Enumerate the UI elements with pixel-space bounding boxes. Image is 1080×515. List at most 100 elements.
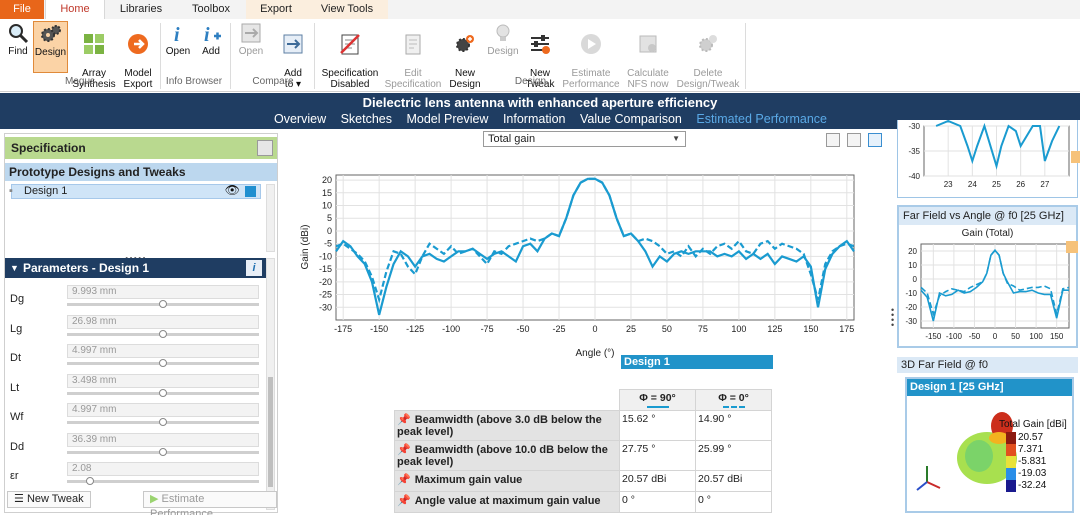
find-button[interactable]: Find bbox=[4, 21, 32, 57]
row-label-text: Maximum gain value bbox=[414, 474, 523, 486]
pin-icon[interactable]: 📌 bbox=[397, 414, 411, 426]
nav-information[interactable]: Information bbox=[502, 112, 566, 126]
ribbon-tab-bar: File Home Libraries Toolbox Export View … bbox=[0, 0, 1080, 20]
tab-export[interactable]: Export bbox=[246, 0, 306, 19]
group-design: Design bbox=[514, 76, 547, 87]
nav-sketches[interactable]: Sketches bbox=[340, 112, 392, 126]
prototype-scrollbar[interactable] bbox=[266, 184, 275, 252]
parameters-scrollbar[interactable] bbox=[266, 258, 275, 510]
parameter-row: εr 2.08 bbox=[5, 459, 267, 491]
3d-far-field-thumbnail[interactable]: Design 1 [25 GHz] Total Gain [dBi] 20.57 bbox=[905, 377, 1074, 513]
colorbar-value: 7.371 bbox=[1018, 444, 1043, 455]
calculate-nfs-button[interactable]: Calculate NFS now bbox=[625, 21, 671, 90]
array-synthesis-button[interactable]: Array Synthesis bbox=[72, 21, 116, 90]
parameter-value-field[interactable]: 36.39 mm bbox=[67, 432, 259, 447]
compare-open-button[interactable]: Open bbox=[236, 21, 266, 57]
nav-value-comparison[interactable]: Value Comparison bbox=[579, 112, 682, 126]
cell-value: 14.90 ° bbox=[695, 410, 772, 441]
parameter-slider-thumb[interactable] bbox=[86, 477, 95, 485]
y-tick-label: 20 bbox=[908, 247, 917, 256]
tab-view-tools[interactable]: View Tools bbox=[306, 0, 388, 19]
column-header-phi0: Φ = 0° bbox=[695, 389, 772, 411]
specification-header[interactable]: Specification bbox=[5, 137, 277, 159]
colorbar-swatch bbox=[1006, 480, 1016, 492]
design-list-item[interactable]: ▪ Design 1 👁 bbox=[9, 183, 261, 199]
x-axis-title: Angle (°) bbox=[575, 348, 614, 359]
new-tweak-button[interactable]: New Tweak bbox=[523, 21, 557, 90]
parameter-slider-thumb[interactable] bbox=[159, 329, 167, 338]
pin-icon[interactable]: 📌 bbox=[397, 444, 411, 456]
parameter-slider-thumb[interactable] bbox=[159, 359, 167, 367]
nav-estimated-performance[interactable]: Estimated Performance bbox=[696, 112, 827, 126]
info-add-button[interactable]: i Add bbox=[198, 21, 224, 57]
x-tick-label: 100 bbox=[1029, 332, 1043, 341]
collapse-triangle-icon[interactable]: ▼ bbox=[10, 263, 19, 273]
nav-model-preview[interactable]: Model Preview bbox=[406, 112, 489, 126]
parameter-value-field[interactable]: 4.997 mm bbox=[67, 344, 259, 358]
parameter-slider-thumb[interactable] bbox=[159, 388, 167, 397]
parameters-header[interactable]: ▼ Parameters - Design 1 i bbox=[5, 258, 267, 278]
colorbar-value: 20.57 bbox=[1018, 432, 1043, 443]
estimate-performance-panel-button[interactable]: ▶ Estimate Performance bbox=[143, 491, 277, 515]
view-table-icon[interactable] bbox=[847, 133, 861, 147]
pin-icon[interactable]: 📌 bbox=[397, 495, 411, 507]
x-tick-label: 175 bbox=[839, 324, 854, 334]
delete-design-tweak-button[interactable]: Delete Design/Tweak bbox=[675, 21, 741, 90]
new-tweak-panel-button[interactable]: ☰ New Tweak bbox=[7, 491, 91, 508]
edit-specification-button[interactable]: Edit Specification bbox=[383, 21, 443, 90]
estimate-performance-ribbon-button[interactable]: Estimate Performance bbox=[561, 21, 621, 90]
eye-icon[interactable]: 👁 bbox=[224, 183, 240, 197]
column-header-phi90: Φ = 90° bbox=[619, 389, 696, 411]
pin-tab-icon[interactable] bbox=[1071, 151, 1080, 163]
parameter-value-field[interactable]: 3.498 mm bbox=[67, 373, 259, 388]
design-bulb-button[interactable]: Design bbox=[486, 21, 520, 57]
pattern-lobe bbox=[965, 440, 993, 472]
tab-file[interactable]: File bbox=[0, 0, 44, 19]
view-image-icon[interactable] bbox=[826, 133, 840, 147]
tab-home[interactable]: Home bbox=[45, 0, 105, 20]
far-field-thumbnail[interactable]: Far Field vs Angle @ f0 [25 GHz] Gain (T… bbox=[897, 205, 1078, 348]
compare-add-button[interactable]: Add to ▾ bbox=[278, 21, 308, 90]
new-design-button[interactable]: New Design bbox=[448, 21, 482, 90]
design-button[interactable]: Design bbox=[33, 21, 68, 73]
compare-open-label: Open bbox=[238, 46, 264, 57]
scrollbar-thumb[interactable] bbox=[268, 377, 273, 487]
result-type-dropdown[interactable]: Total gain ▼ bbox=[483, 131, 686, 147]
x-tick-label: 0 bbox=[592, 324, 597, 334]
view-chart-icon[interactable] bbox=[868, 133, 882, 147]
nav-overview[interactable]: Overview bbox=[274, 112, 327, 126]
parameter-value-field[interactable]: 4.997 mm bbox=[67, 403, 259, 417]
x-tick-label: -50 bbox=[969, 332, 981, 341]
vertical-splitter-grip[interactable]: • • • • bbox=[891, 305, 895, 330]
parameter-slider-thumb[interactable] bbox=[159, 300, 167, 308]
compare-add-icon bbox=[283, 34, 303, 54]
specification-disabled-button[interactable]: Specification Disabled bbox=[320, 21, 380, 90]
colorbar-swatch bbox=[1006, 444, 1016, 456]
parameter-value-field[interactable]: 2.08 bbox=[67, 462, 259, 476]
parameter-slider-thumb[interactable] bbox=[159, 418, 167, 426]
specification-doc-icon[interactable] bbox=[257, 140, 273, 156]
frequency-thumbnail[interactable]: -30 -35 -40 23 24 25 26 27 bbox=[897, 119, 1078, 198]
tab-toolbox[interactable]: Toolbox bbox=[192, 3, 230, 15]
info-open-button[interactable]: i Open bbox=[164, 21, 192, 57]
phi0-label: Φ = 0° bbox=[718, 392, 749, 404]
model-export-button[interactable]: Model Export bbox=[120, 21, 156, 90]
group-magus: Magus bbox=[64, 76, 95, 87]
performance-table: Φ = 90° Φ = 0° 📌 Beamwidth (above 3.0 dB … bbox=[394, 389, 772, 513]
parameter-slider-thumb[interactable] bbox=[159, 447, 167, 456]
play-icon: ▶ bbox=[150, 493, 159, 505]
parameter-value-field[interactable]: 9.993 mm bbox=[67, 285, 259, 299]
pin-icon[interactable]: 📌 bbox=[397, 474, 411, 486]
parameter-row: Lg 26.98 mm bbox=[5, 312, 267, 344]
y-tick-label: -10 bbox=[319, 251, 332, 261]
parameter-value-field[interactable]: 26.98 mm bbox=[67, 314, 259, 329]
parameter-name: Dt bbox=[10, 352, 21, 364]
parameters-info-icon[interactable]: i bbox=[246, 260, 262, 276]
tab-libraries[interactable]: Libraries bbox=[119, 3, 163, 15]
chevron-down-icon: ▼ bbox=[672, 134, 680, 143]
pin-tab-icon[interactable] bbox=[1066, 241, 1078, 253]
parameter-slider-track[interactable] bbox=[67, 480, 259, 483]
color-swatch-icon[interactable] bbox=[245, 186, 256, 197]
parameter-row: Lt 3.498 mm bbox=[5, 371, 267, 403]
